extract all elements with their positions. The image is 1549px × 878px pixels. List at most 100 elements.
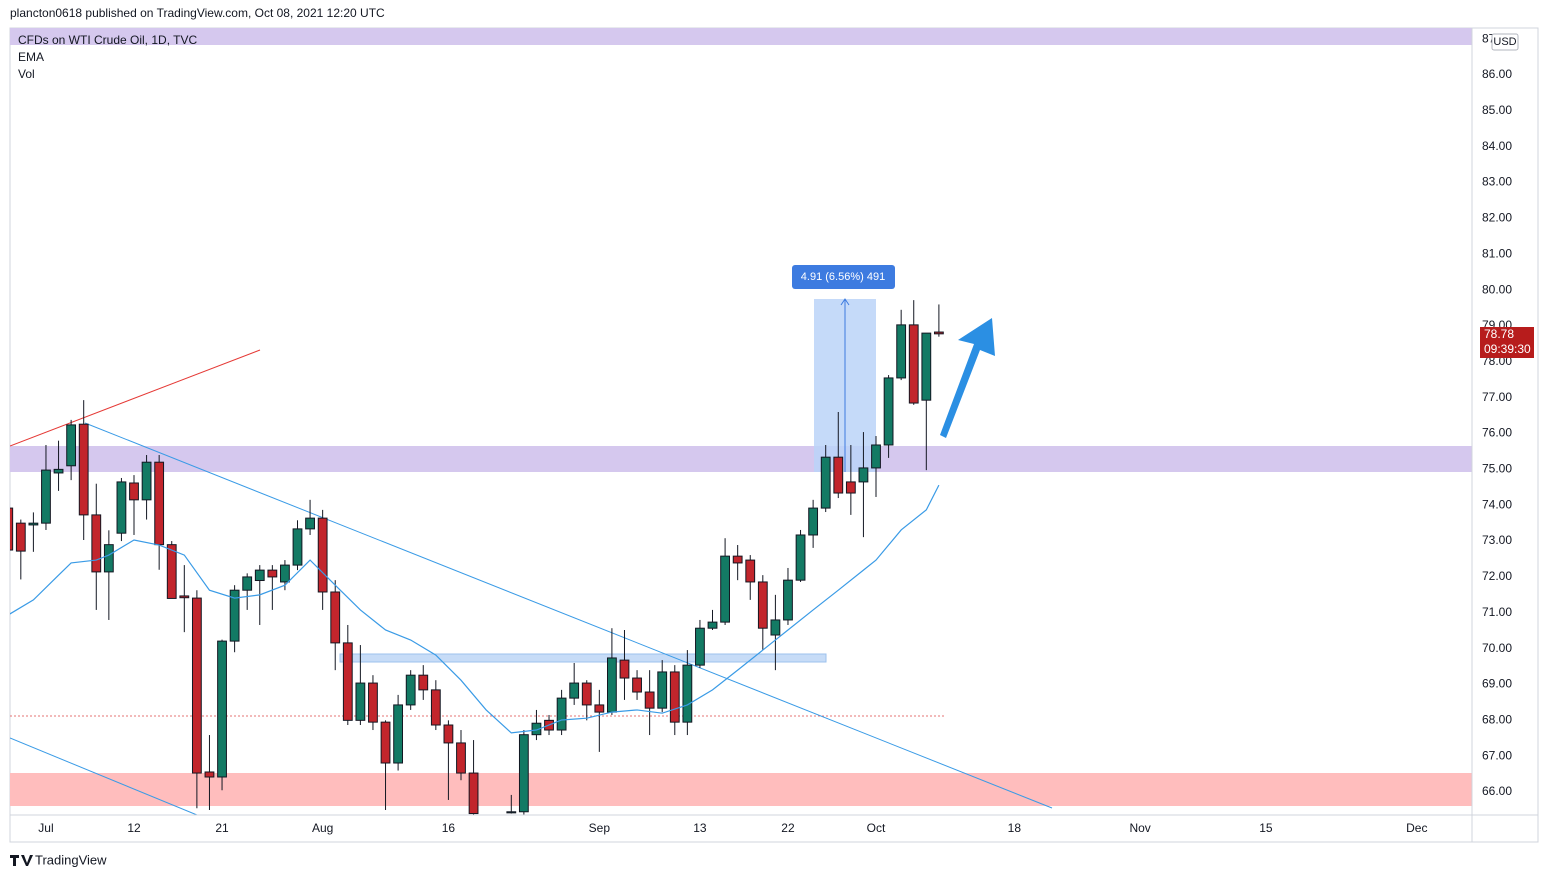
candle-body [732, 555, 743, 564]
candle-body [506, 811, 517, 814]
candle-body [380, 721, 391, 764]
y-tick-label: 85.00 [1482, 103, 1512, 117]
candle-body [191, 597, 202, 774]
candle-body [418, 674, 429, 691]
candle-body [405, 674, 416, 706]
resistance-zone [10, 28, 1472, 45]
candle-body [280, 564, 290, 583]
axes: 66.00 67.00 68.00 69.00 70.00 71.00 72.00 73.00… [38, 31, 1512, 835]
candle-body [531, 722, 542, 736]
candle-body [456, 742, 466, 774]
x-tick-label: Dec [1406, 821, 1427, 835]
candle-body [254, 569, 265, 582]
measure-label: 4.91 (6.56%) 491 [801, 271, 885, 283]
candle-body [15, 522, 26, 552]
chart-frame [9, 27, 1539, 843]
candle-body [632, 677, 642, 693]
candle-body [103, 544, 114, 573]
candle-body [217, 640, 227, 778]
x-tick-label: 15 [1259, 821, 1273, 835]
x-tick-label: Sep [589, 821, 611, 835]
publish-line: plancton0618 published on TradingView.co… [10, 6, 385, 20]
level-zone [339, 653, 827, 663]
candle-body [871, 444, 881, 469]
candle-body [845, 481, 856, 494]
candle-body [242, 576, 253, 591]
last-price: 78.78 [1484, 327, 1514, 341]
candle-body [91, 514, 102, 573]
candle-body [921, 332, 932, 401]
candle-body [908, 324, 919, 404]
candle-body [569, 682, 580, 699]
candle-body [154, 461, 165, 546]
candle-body [28, 522, 39, 526]
candle-body [556, 697, 567, 731]
candle-body [468, 772, 479, 815]
y-tick-label: 70.00 [1482, 641, 1512, 655]
candle-body [858, 467, 869, 483]
legend-ema: EMA [18, 50, 44, 64]
measure-label-box [792, 265, 895, 289]
candle-body [317, 517, 328, 593]
y-tick-label: 67.00 [1482, 748, 1512, 762]
x-tick-label: Oct [867, 821, 886, 835]
candle-body [204, 771, 215, 778]
x-tick-label: 22 [781, 821, 795, 835]
candle-body [305, 517, 315, 530]
demand-zone [10, 773, 1472, 806]
arrow [940, 318, 995, 438]
candle-body [229, 589, 240, 642]
x-tick-label: 21 [215, 821, 229, 835]
x-tick-label: 16 [442, 821, 456, 835]
candle-body [330, 591, 341, 644]
brand: TradingView [35, 852, 107, 867]
candle-body [581, 682, 592, 706]
candle-body [607, 657, 617, 713]
legend-vol: Vol [18, 67, 35, 81]
x-tick-label: 18 [1008, 821, 1022, 835]
candle-body [393, 704, 404, 764]
drawings [10, 28, 1472, 815]
x-tick-label: Nov [1129, 821, 1150, 835]
candle-body [292, 528, 303, 566]
measure-arrowhead [840, 298, 850, 306]
candle-body [833, 456, 844, 494]
candle-body [179, 595, 190, 599]
y-tick-label: 73.00 [1482, 533, 1512, 547]
last-price-box [1480, 327, 1534, 358]
y-tick-label: 86.00 [1482, 67, 1512, 81]
y-tick-label: 76.00 [1482, 426, 1512, 440]
y-tick-label: 69.00 [1482, 677, 1512, 691]
candles [10, 300, 944, 815]
y-tick-label: 77.00 [1482, 390, 1512, 404]
candle-body [66, 424, 77, 467]
currency: USD [1493, 36, 1516, 48]
x-tick-label: Aug [312, 821, 333, 835]
candle-body [430, 689, 441, 726]
candle-body [141, 461, 152, 501]
candle-body [594, 704, 605, 713]
candle-body [342, 642, 353, 721]
logo [10, 855, 33, 866]
candle-body [41, 469, 51, 524]
candle-body [682, 664, 693, 723]
y-tick-label: 66.00 [1482, 784, 1512, 798]
x-tick-label: Jul [38, 821, 53, 835]
candle-body [443, 724, 454, 744]
y-tick-label: 83.00 [1482, 175, 1512, 189]
trend-line [84, 422, 1053, 809]
candle-body [116, 481, 127, 534]
candle-body [166, 544, 177, 599]
support-zone [10, 446, 1472, 472]
candle-body [129, 482, 139, 501]
candle-body [883, 377, 894, 446]
y-tick-label: 74.00 [1482, 497, 1512, 511]
trend-line [10, 737, 198, 815]
candle-body [933, 331, 944, 335]
candle-body [78, 423, 89, 516]
currency-box [1491, 33, 1519, 51]
candle-body [695, 627, 705, 666]
y-tick-label: 72.00 [1482, 569, 1512, 583]
